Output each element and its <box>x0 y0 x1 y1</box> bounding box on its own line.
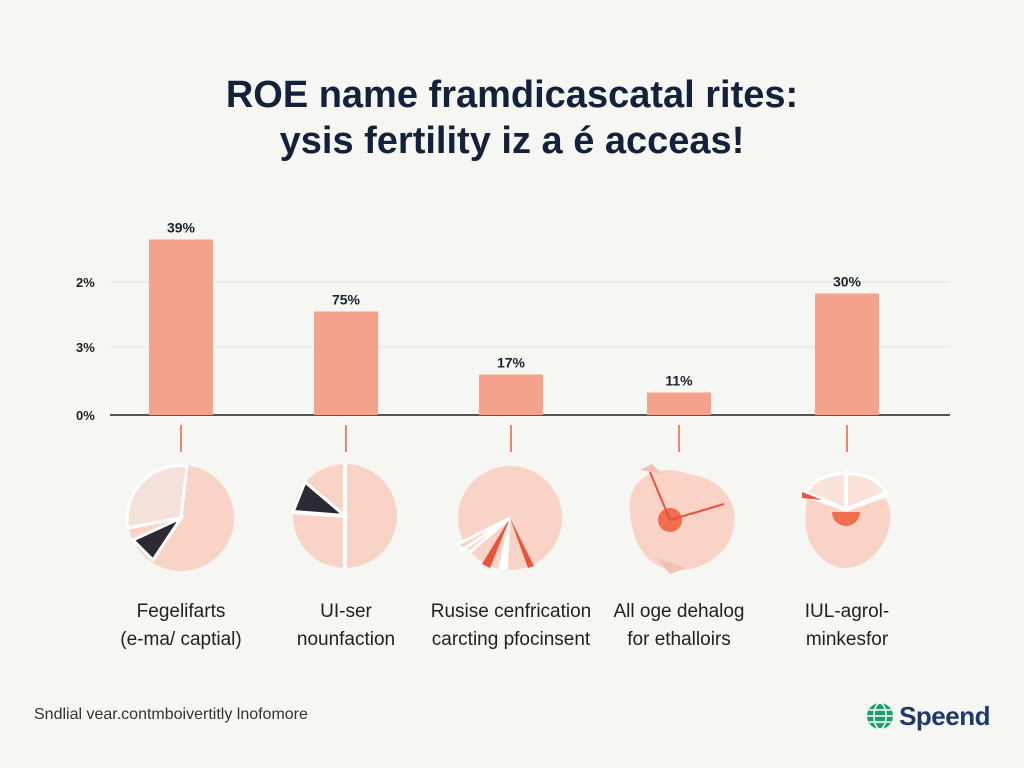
data-label: 39% <box>167 220 196 236</box>
chart-title-line-1: ROE name framdicascatal rites: <box>225 74 799 116</box>
category-label: UI-ser nounfaction <box>261 598 431 654</box>
brand-name: Speend <box>899 700 990 731</box>
pie-illustration-2 <box>290 464 397 568</box>
face-illustration-5 <box>802 468 891 568</box>
data-label: 17% <box>497 355 526 371</box>
category-label: Fegelifarts (e-ma/ captial) <box>96 598 266 654</box>
data-label: 30% <box>833 274 862 290</box>
category-label: Rusise cenfrication carcting pfocinsent <box>426 598 596 654</box>
connector-layer <box>180 425 848 452</box>
bar <box>314 311 378 415</box>
bar-chart: 2% 3% 0% 39% 75% 17% 11% 30% <box>76 220 950 574</box>
hand-illustration-4 <box>629 464 735 574</box>
bar <box>647 392 711 415</box>
category-label-line: nounfaction <box>296 629 396 650</box>
category-label: IUL-agrol-minkesfor <box>762 598 932 654</box>
y-tick-label: 2% <box>76 275 95 290</box>
category-label-line: carcting pfocinsent <box>431 629 591 650</box>
pie-illustration-1 <box>125 464 234 571</box>
category-label-line: Rusise cenfrication <box>430 601 592 622</box>
y-tick-label: 0% <box>76 408 95 423</box>
globe-icon <box>867 702 894 730</box>
category-label-line: minkesfor <box>805 629 889 650</box>
category-label-line: Fegelifarts <box>136 601 226 622</box>
category-label-line: UI-ser <box>320 601 372 622</box>
chart-title: ROE name framdicascatal rites: ysis fert… <box>0 72 1024 164</box>
footer-note: Sndlial vear.contmboivertitly lnofomore <box>34 706 308 723</box>
pie-illustration-3 <box>455 466 562 571</box>
y-tick-labels: 2% 3% 0% <box>76 275 95 423</box>
bar <box>479 374 543 415</box>
category-label-line: for ethalloirs <box>627 629 731 650</box>
category-label: All oge dehalog for ethalloirs <box>594 598 764 654</box>
y-tick-label: 3% <box>76 340 95 355</box>
data-label: 11% <box>665 373 693 389</box>
category-label-line: All oge dehalog <box>613 601 745 622</box>
category-label-line: IUL-agrol- <box>804 601 890 622</box>
bar-layer <box>149 239 879 415</box>
data-label: 75% <box>332 292 361 308</box>
bar <box>815 293 879 415</box>
bar <box>149 239 213 415</box>
brand-logo: Speend <box>865 700 990 732</box>
data-label-layer: 39% 75% 17% 11% 30% <box>167 220 862 389</box>
chart-title-line-2: ysis fertility iz a é acceas! <box>279 120 745 162</box>
category-label-line: (e-ma/ captial) <box>120 629 242 650</box>
